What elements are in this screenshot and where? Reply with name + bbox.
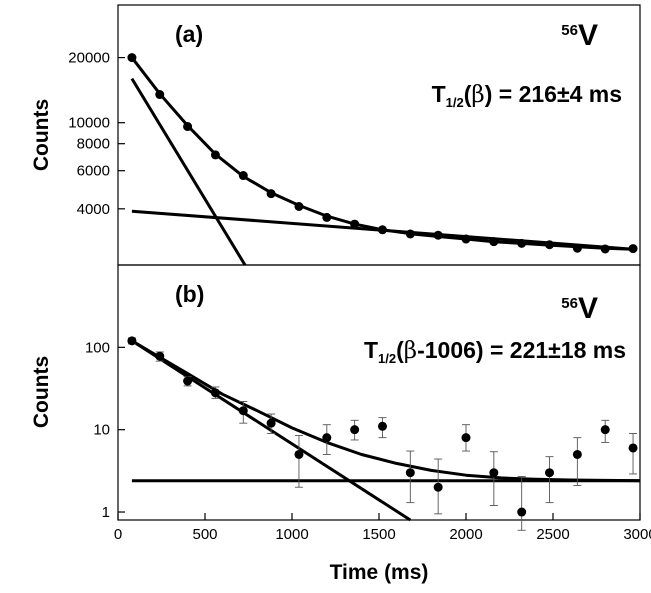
data-point [155, 90, 165, 100]
x-tick-label: 1000 [275, 526, 308, 543]
data-point [294, 449, 304, 459]
data-point [183, 376, 193, 386]
panel-b-isotope-mass: 56 [561, 295, 578, 312]
data-point [628, 244, 638, 254]
data-point [433, 230, 443, 240]
data-point [517, 238, 527, 248]
x-tick-label: 2000 [449, 526, 482, 543]
panel-b-isotope: 56V [561, 292, 598, 325]
y-tick-label: 10 [93, 422, 110, 439]
panel-b-hl-char: β [404, 338, 417, 364]
y-tick-label: 4000 [77, 201, 110, 218]
data-point [377, 421, 387, 431]
y-tick-label: 100 [85, 339, 110, 356]
curve-short-component [130, 77, 247, 266]
data-point [545, 240, 555, 250]
data-point [127, 336, 137, 346]
data-point [377, 225, 387, 235]
data-point [350, 219, 360, 229]
data-point [600, 244, 610, 254]
panel-b-curves [131, 339, 641, 522]
data-point [545, 468, 555, 478]
data-point [183, 122, 193, 132]
x-tick-label: 1500 [362, 526, 395, 543]
panel-a-hl-open: ( [464, 81, 472, 107]
data-point [210, 388, 220, 398]
panel-b-half-life: T1/2(β-1006) = 221±18 ms [364, 337, 626, 366]
y-tick-label: 6000 [77, 163, 110, 180]
y-tick-label: 10000 [68, 115, 110, 132]
x-axis-ticks: 0 500 1000 1500 2000 2500 3000 [114, 513, 651, 543]
data-point [489, 468, 499, 478]
panel-a-isotope-mass: 56 [561, 22, 578, 39]
data-point [461, 433, 471, 443]
panel-a-hl-char: β [471, 82, 484, 108]
y-tick-label: 20000 [68, 50, 110, 67]
x-tick-label: 0 [114, 526, 122, 543]
data-point [322, 212, 332, 222]
panel-b-label: (b) [175, 281, 204, 307]
panel-a-points [127, 53, 638, 254]
data-point [517, 507, 527, 517]
data-point [461, 234, 471, 244]
panel-a-half-life: T1/2(β) = 216±4 ms [432, 81, 622, 110]
panel-b-y-ticks: 1 10 100 [85, 339, 125, 521]
data-point [266, 189, 276, 199]
panel-a-hl-rest: ) = 216±4 ms [485, 81, 622, 107]
y-tick-label: 1 [102, 504, 110, 521]
panel-b-y-axis-label: Counts [30, 356, 53, 428]
panel-a: 4000 6000 8000 10000 20000 (a) 56V T1/2(β) =… [30, 4, 641, 266]
panel-b-points [127, 336, 638, 517]
data-point [238, 406, 248, 416]
data-point [489, 237, 499, 247]
panel-a-y-axis-label: Counts [30, 99, 53, 171]
panel-a-isotope-symbol: V [578, 19, 598, 52]
panel-b-hl-sub: 1/2 [378, 351, 396, 366]
data-point [266, 418, 276, 428]
data-point [155, 351, 165, 361]
panel-a-label: (a) [175, 21, 203, 47]
panel-a-hl-sym: T [432, 81, 446, 107]
data-point [405, 468, 415, 478]
data-point [238, 171, 248, 181]
panel-a-isotope: 56V [561, 19, 598, 52]
y-tick-label: 8000 [77, 136, 110, 153]
data-point [628, 443, 638, 453]
x-tick-label: 500 [192, 526, 217, 543]
data-point [600, 425, 610, 435]
panel-b-hl-rest: -1006) = 221±18 ms [417, 337, 626, 363]
data-point [405, 229, 415, 239]
x-tick-label: 3000 [623, 526, 651, 543]
data-point [572, 449, 582, 459]
data-point [127, 53, 137, 63]
data-point [294, 202, 304, 212]
data-point [210, 150, 220, 160]
panel-a-y-ticks: 4000 6000 8000 10000 20000 [68, 50, 125, 218]
data-point [322, 433, 332, 443]
data-point [433, 482, 443, 492]
data-point [572, 243, 582, 253]
panel-b-hl-open: ( [396, 337, 404, 363]
panel-b-hl-sym: T [364, 337, 378, 363]
panel-a-hl-sub: 1/2 [446, 95, 464, 110]
panel-b-isotope-symbol: V [578, 292, 598, 325]
data-point [350, 425, 360, 435]
x-tick-label: 2500 [536, 526, 569, 543]
x-axis-label: Time (ms) [330, 561, 429, 584]
